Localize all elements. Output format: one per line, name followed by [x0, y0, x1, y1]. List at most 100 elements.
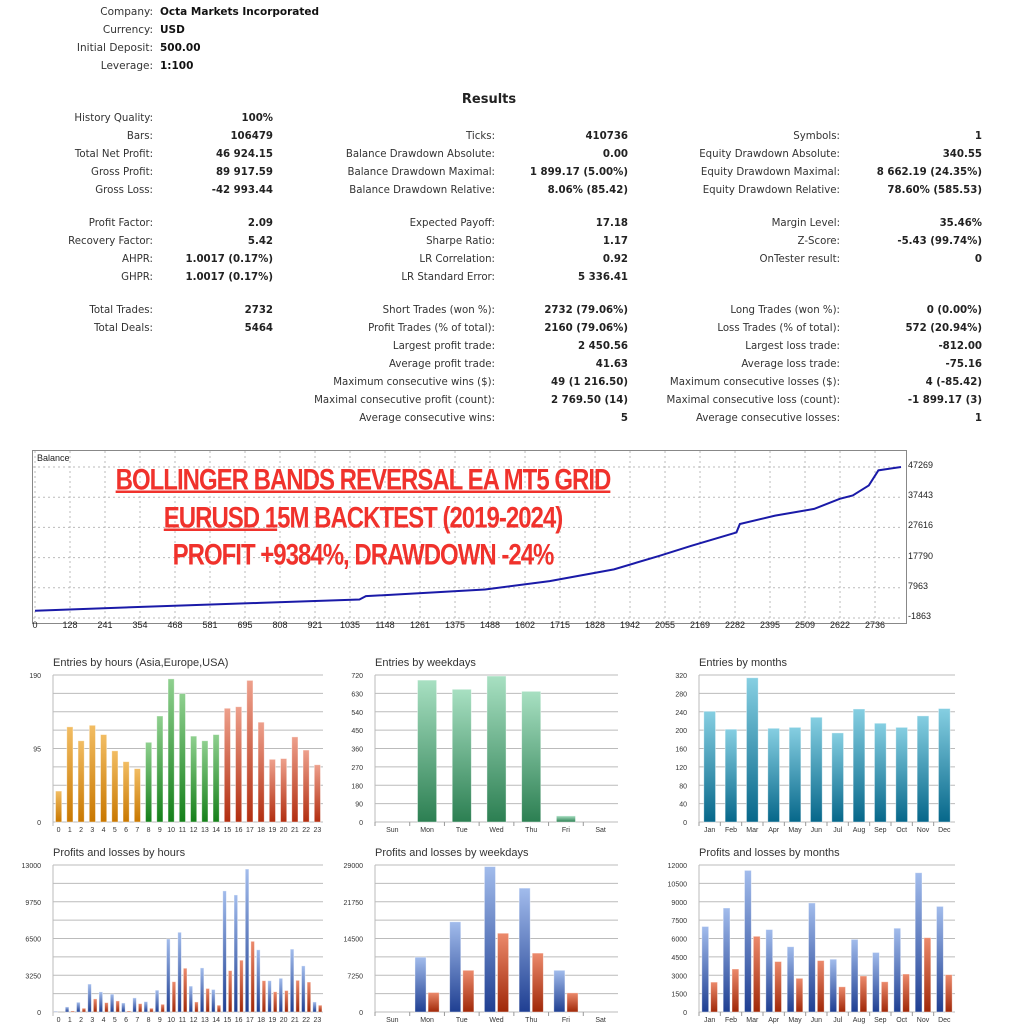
- stat-label: Equity Drawdown Absolute:: [699, 149, 840, 160]
- bar-entries: [555, 815, 576, 823]
- account-value: 1:100: [160, 60, 194, 72]
- stat-label: Expected Payoff:: [409, 218, 495, 229]
- y-tick-label: 120: [675, 765, 687, 772]
- x-tick-label: Jun: [811, 827, 822, 834]
- account-label: Company:: [100, 6, 153, 18]
- bar-chart: Entries by months 0 40 80 120 160 200 240 280 320…: [675, 657, 955, 834]
- bar-losses: [462, 969, 475, 1013]
- x-tick-label: Sep: [874, 1017, 887, 1024]
- bar-profits: [872, 952, 880, 1013]
- bar-losses: [566, 992, 579, 1013]
- y-tick-label: 630: [351, 691, 363, 698]
- bar-entries: [133, 768, 141, 823]
- x-tick-label: 22: [302, 827, 310, 834]
- balance-x-tick: 1602: [514, 620, 536, 630]
- bar-entries: [810, 716, 823, 823]
- chart-title: Entries by hours (Asia,Europe,USA): [53, 657, 228, 669]
- results-row: Gross Profit: 89 917.59 Balance Drawdown M…: [0, 167, 1011, 185]
- bar-entries: [724, 728, 738, 823]
- bar-entries: [302, 749, 310, 823]
- x-tick-label: 22: [302, 1017, 310, 1024]
- account-value: USD: [160, 24, 185, 36]
- y-tick-label: 180: [351, 783, 363, 790]
- bar-entries: [178, 693, 186, 823]
- x-tick-label: May: [788, 1017, 802, 1024]
- y-tick-label: 80: [679, 783, 687, 790]
- x-tick-label: Apr: [768, 827, 780, 834]
- stat-value: 1 899.17 (5.00%): [529, 167, 628, 178]
- bar-profits: [188, 985, 194, 1013]
- bar-losses: [923, 937, 932, 1013]
- chart-title: Profits and losses by weekdays: [375, 847, 529, 859]
- stat-value: 78.60% (585.53): [887, 185, 982, 196]
- x-tick-label: 19: [268, 827, 276, 834]
- x-tick-label: Feb: [725, 1017, 737, 1024]
- bar-losses: [261, 980, 267, 1013]
- y-tick-label: 6500: [25, 937, 41, 944]
- x-tick-label: Wed: [489, 1017, 503, 1024]
- y-tick-label: 240: [675, 710, 687, 717]
- x-tick-label: Oct: [896, 1017, 907, 1024]
- bar-entries: [55, 790, 63, 823]
- bar-profits: [278, 977, 284, 1013]
- bar-losses: [239, 959, 244, 1013]
- stat-value: 8.06% (85.42): [547, 185, 628, 196]
- bar-losses: [171, 981, 177, 1013]
- bar-profits: [98, 991, 104, 1013]
- bar-entries: [88, 724, 96, 823]
- balance-x-tick: 0: [32, 620, 38, 630]
- stat-label: Equity Drawdown Maximal:: [700, 167, 840, 178]
- x-tick-label: 12: [190, 1017, 198, 1024]
- balance-x-tick: 695: [237, 620, 253, 630]
- x-tick-label: Sat: [595, 827, 606, 834]
- stat-label: Total Net Profit:: [74, 149, 153, 160]
- stat-value: 1: [974, 413, 982, 424]
- results-row: Recovery Factor: 5.42 Sharpe Ratio: 1.17 Z-S…: [0, 236, 1011, 254]
- x-tick-label: 17: [246, 827, 254, 834]
- bar-profits: [301, 965, 306, 1013]
- bar-profits: [850, 938, 859, 1013]
- bar-profits: [53, 1010, 59, 1013]
- x-tick-label: 19: [268, 1017, 276, 1024]
- stat-label: Maximal consecutive profit (count):: [314, 395, 495, 406]
- y-tick-label: 7500: [671, 918, 687, 925]
- bar-profits: [132, 997, 137, 1013]
- x-tick-label: 18: [257, 827, 265, 834]
- x-tick-label: 17: [246, 1017, 254, 1024]
- bar-profits: [87, 983, 92, 1013]
- bar-profits: [936, 906, 944, 1013]
- x-tick-label: 8: [147, 1017, 151, 1024]
- stat-label: Balance Drawdown Maximal:: [347, 167, 495, 178]
- bar-entries: [212, 734, 220, 823]
- stat-value: 5464: [244, 323, 273, 334]
- stat-value: 106479: [230, 131, 273, 142]
- x-tick-label: 20: [280, 827, 288, 834]
- stat-value: 0.00: [602, 149, 628, 160]
- y-tick-label: 40: [679, 802, 687, 809]
- bar-profits: [121, 1002, 126, 1013]
- bar-chart: Profits and losses by hours0325065009750…: [22, 847, 323, 1024]
- stat-label: Maximum consecutive wins ($):: [333, 377, 495, 388]
- stat-label: GHPR:: [121, 272, 153, 283]
- bar-losses: [838, 986, 846, 1013]
- account-value: Octa Markets Incorporated: [160, 6, 320, 18]
- bar-profits: [553, 969, 566, 1013]
- bar-losses: [70, 1010, 75, 1013]
- x-tick-label: 13: [201, 827, 209, 834]
- bar-losses: [81, 1007, 87, 1013]
- x-tick-label: Tue: [456, 1017, 468, 1024]
- bar-entries: [703, 710, 716, 823]
- stat-label: Average consecutive wins:: [359, 413, 495, 424]
- stat-value: -5.43 (99.74%): [897, 236, 982, 247]
- x-tick-label: Aug: [853, 1017, 866, 1024]
- x-tick-label: 21: [291, 1017, 299, 1024]
- stat-label: History Quality:: [74, 113, 153, 124]
- y-tick-label: 29000: [344, 863, 364, 870]
- stat-value: 17.18: [595, 218, 628, 229]
- bar-losses: [104, 1002, 109, 1013]
- x-tick-label: Oct: [896, 827, 907, 834]
- y-tick-label: 320: [675, 673, 687, 680]
- bar-entries: [313, 764, 321, 823]
- y-tick-label: 360: [351, 747, 363, 754]
- bar-losses: [731, 968, 740, 1013]
